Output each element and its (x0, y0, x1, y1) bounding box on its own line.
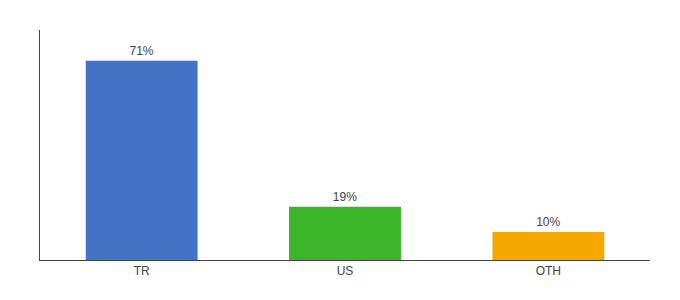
svg-text:10%: 10% (536, 215, 560, 229)
svg-text:19%: 19% (333, 190, 357, 204)
svg-text:TR: TR (134, 264, 150, 278)
svg-text:OTH: OTH (536, 264, 561, 278)
svg-text:71%: 71% (129, 44, 153, 58)
svg-text:US: US (337, 264, 354, 278)
